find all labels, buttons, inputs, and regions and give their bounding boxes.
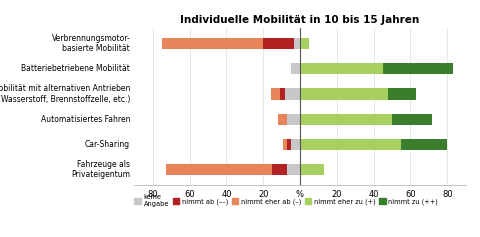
Bar bbox=[283, 139, 287, 150]
Bar bbox=[162, 38, 263, 49]
Title: Individuelle Mobilität in 10 bis 15 Jahren: Individuelle Mobilität in 10 bis 15 Jahr… bbox=[180, 15, 420, 25]
Bar bbox=[271, 88, 280, 100]
Bar bbox=[300, 114, 392, 125]
Bar bbox=[287, 139, 291, 150]
Bar bbox=[280, 88, 285, 100]
Bar bbox=[392, 114, 432, 125]
Bar bbox=[291, 139, 300, 150]
Bar bbox=[291, 63, 300, 74]
Bar bbox=[388, 88, 416, 100]
Bar bbox=[300, 139, 401, 150]
Bar bbox=[278, 114, 287, 125]
Bar bbox=[273, 164, 287, 175]
Bar bbox=[295, 38, 300, 49]
Bar bbox=[300, 38, 309, 49]
Bar bbox=[300, 63, 383, 74]
Bar bbox=[383, 63, 453, 74]
Bar bbox=[285, 88, 300, 100]
Bar bbox=[287, 164, 300, 175]
Bar bbox=[263, 38, 295, 49]
Bar bbox=[166, 164, 272, 175]
Legend: keine
Angabe, nimmt ab (––), nimmt eher ab (–), nimmt eher zu (+), nimmt zu (++): keine Angabe, nimmt ab (––), nimmt eher … bbox=[134, 194, 438, 207]
Bar bbox=[401, 139, 447, 150]
Bar bbox=[300, 164, 324, 175]
Bar bbox=[300, 88, 388, 100]
Bar bbox=[287, 114, 300, 125]
